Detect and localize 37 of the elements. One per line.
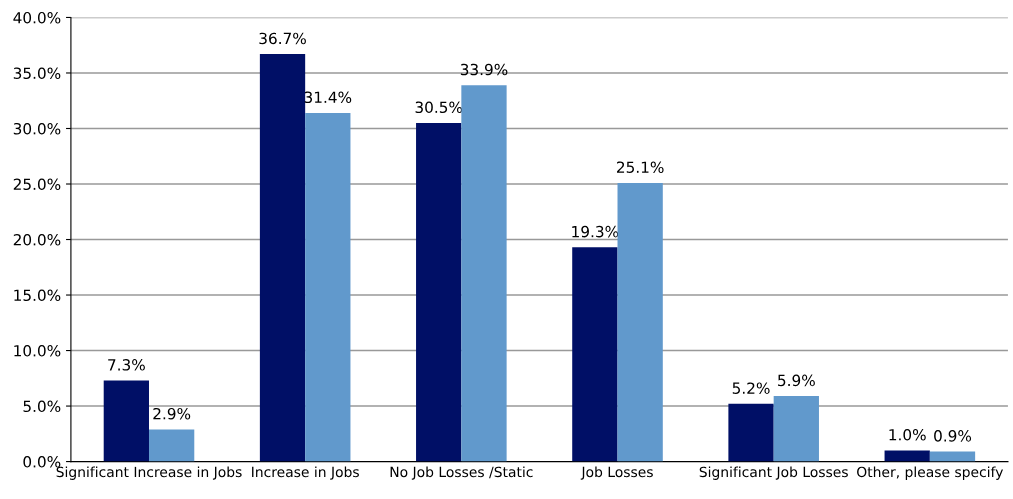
data-label: 25.1% <box>617 161 664 173</box>
bar <box>416 122 462 462</box>
bar <box>149 429 195 462</box>
y-tick-label: 40.0% <box>13 11 61 24</box>
y-tick-label: 25.0% <box>13 178 61 191</box>
data-label: 33.9% <box>460 63 508 76</box>
x-tick-label: Other, please specify <box>857 466 1004 480</box>
bar <box>728 403 774 462</box>
data-label: 36.7% <box>259 32 306 45</box>
y-tick-label: 20.0% <box>13 233 61 246</box>
y-tick-label: 30.0% <box>13 122 61 135</box>
bar <box>773 396 819 462</box>
y-tick-label: 5.0% <box>23 400 61 413</box>
data-label: 30.5% <box>415 101 463 114</box>
data-label: 2.9% <box>153 407 191 420</box>
y-tick-label: 0.0% <box>23 456 61 468</box>
bar <box>617 182 663 462</box>
bar <box>259 54 306 462</box>
x-tick-label: Job Losses <box>580 466 653 480</box>
bar <box>884 450 930 462</box>
data-label: 5.9% <box>778 374 815 387</box>
x-tick-label: Increase in Jobs <box>252 466 359 480</box>
bar <box>305 112 351 462</box>
y-tick-label: 15.0% <box>14 289 61 302</box>
data-label: 7.3% <box>108 359 145 371</box>
data-label: 1.0% <box>889 429 926 441</box>
x-tick-label: No Job Losses /Static <box>390 466 533 480</box>
data-label: 19.3% <box>572 225 619 238</box>
data-label: 5.2% <box>732 382 770 394</box>
data-label: 0.9% <box>934 430 972 442</box>
bar <box>461 85 507 462</box>
bar <box>572 247 618 462</box>
x-tick-label: Significant Job Losses <box>699 466 848 480</box>
bar <box>103 380 149 462</box>
y-tick-label: 35.0% <box>13 67 61 79</box>
x-tick-label: Significant Increase in Jobs <box>56 466 242 480</box>
y-tick-label: 10.0% <box>14 345 61 357</box>
